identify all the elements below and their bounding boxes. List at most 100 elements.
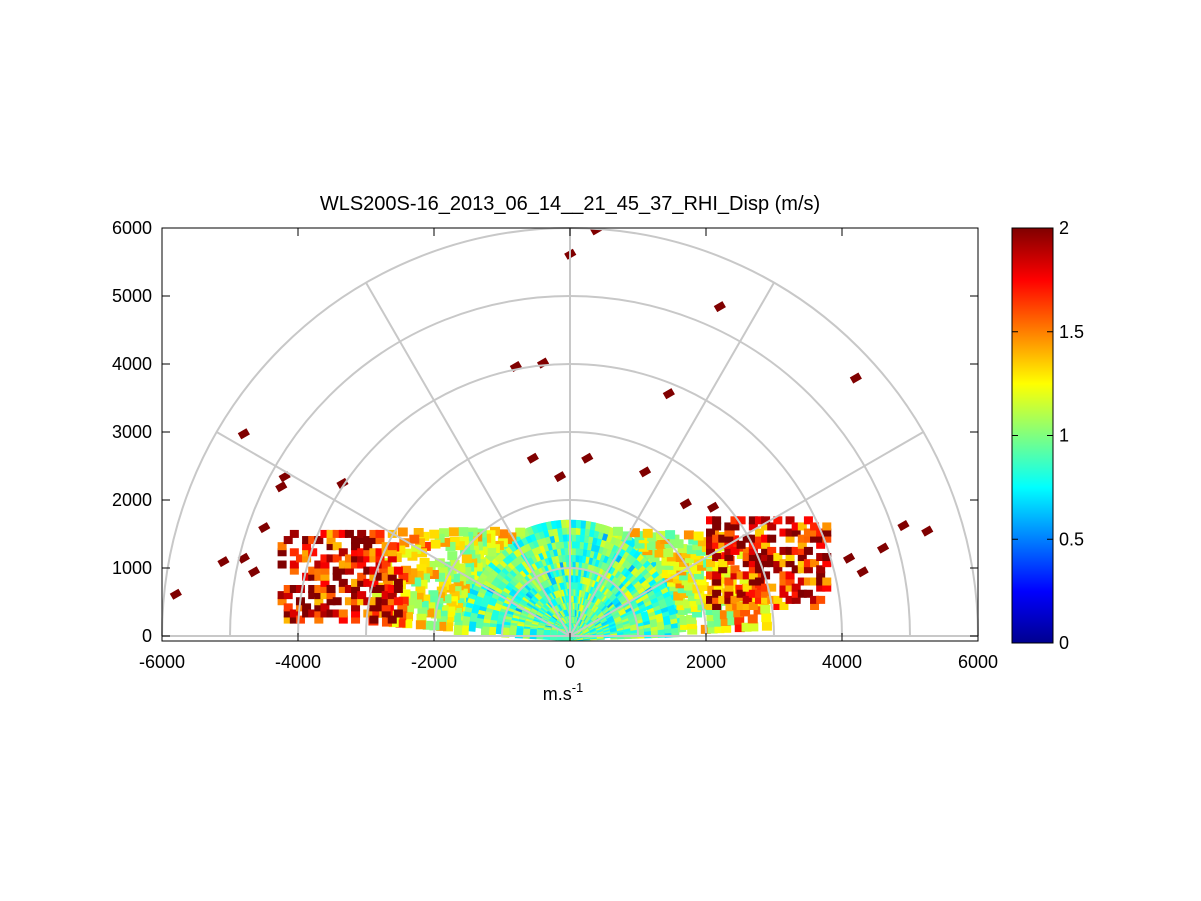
data-cell <box>283 536 293 545</box>
data-cell <box>724 589 734 598</box>
data-cell <box>720 617 731 627</box>
data-cell <box>761 534 771 543</box>
data-cell <box>453 603 464 613</box>
data-cell <box>688 535 699 545</box>
data-cell <box>344 560 354 569</box>
data-cell <box>435 572 446 582</box>
data-cell <box>773 559 783 568</box>
data-cell <box>693 531 704 541</box>
data-cell <box>736 540 746 549</box>
data-cell <box>375 536 385 545</box>
data-cell <box>308 572 318 581</box>
data-cell <box>748 516 758 525</box>
data-cell <box>283 609 293 618</box>
data-cell <box>332 572 342 581</box>
data-cell <box>724 583 734 592</box>
data-cell <box>351 585 361 593</box>
data-cell <box>375 603 385 612</box>
data-cell <box>406 591 417 601</box>
data-cell <box>363 536 373 545</box>
data-cell <box>449 591 460 601</box>
data-cell <box>375 529 385 538</box>
data-cell <box>450 612 461 622</box>
data-cell <box>754 589 764 598</box>
data-cell <box>687 625 698 635</box>
data-cell <box>754 528 764 537</box>
data-cell <box>351 554 361 563</box>
data-cell <box>459 584 470 594</box>
data-cell <box>742 583 752 592</box>
data-cell <box>302 554 312 563</box>
data-cell <box>351 615 361 624</box>
data-cell <box>458 571 469 581</box>
data-cell <box>816 595 826 604</box>
data-cell <box>767 583 777 592</box>
data-cell <box>730 516 740 525</box>
data-cell <box>810 534 820 543</box>
data-cell <box>308 609 318 618</box>
data-cell <box>387 566 397 575</box>
data-cell <box>785 583 795 592</box>
data-cell <box>706 516 715 525</box>
data-point <box>169 588 182 600</box>
data-cell <box>404 605 415 615</box>
data-cell <box>718 565 728 574</box>
data-cell <box>447 551 458 561</box>
data-cell <box>376 608 387 618</box>
data-cell <box>754 559 764 568</box>
data-cell <box>434 558 445 568</box>
data-cell <box>816 565 826 574</box>
data-cell <box>822 559 832 568</box>
data-cell <box>706 571 715 580</box>
data-cell <box>460 625 470 636</box>
data-cell <box>415 620 426 630</box>
data-cell <box>326 554 336 563</box>
data-cell <box>453 581 464 591</box>
x-tick-label: 6000 <box>958 652 998 672</box>
data-cell <box>445 541 456 551</box>
data-cell <box>697 561 708 571</box>
data-cell <box>706 559 715 568</box>
data-cell <box>816 571 826 580</box>
x-axis-label-base: m.s <box>543 684 572 704</box>
data-cell <box>320 554 330 563</box>
data-cell <box>712 589 722 598</box>
colorbar-tick-label: 2 <box>1059 218 1069 238</box>
data-cell <box>411 544 422 554</box>
data-cell <box>718 540 728 549</box>
data-cell <box>779 571 789 580</box>
data-cell <box>810 522 820 531</box>
data-cell <box>393 578 403 587</box>
data-cell <box>748 565 758 574</box>
data-cell <box>320 603 330 612</box>
data-cell <box>736 571 746 580</box>
data-cell <box>541 629 551 640</box>
data-cell <box>375 572 385 581</box>
data-cell <box>419 557 430 567</box>
data-cell <box>779 583 789 592</box>
data-cell <box>706 564 717 574</box>
data-cell <box>295 615 305 624</box>
data-cell <box>442 622 453 632</box>
data-cell <box>803 546 813 555</box>
data-cell <box>730 595 740 604</box>
data-cell <box>810 559 820 568</box>
data-cell <box>344 585 354 593</box>
y-tick-label: 6000 <box>112 218 152 238</box>
data-cell <box>761 540 771 549</box>
data-cell <box>351 603 361 612</box>
data-cell <box>487 626 497 638</box>
data-cell <box>730 565 740 574</box>
data-cell <box>679 589 690 599</box>
data-cell <box>753 605 764 615</box>
data-cell <box>295 554 305 563</box>
data-cell <box>797 534 807 543</box>
data-cell <box>363 554 373 563</box>
data-cell <box>398 596 409 606</box>
data-cell <box>393 585 403 593</box>
data-cell <box>712 540 722 549</box>
data-cell <box>686 620 697 630</box>
data-cell <box>785 528 795 537</box>
data-point <box>713 301 726 313</box>
